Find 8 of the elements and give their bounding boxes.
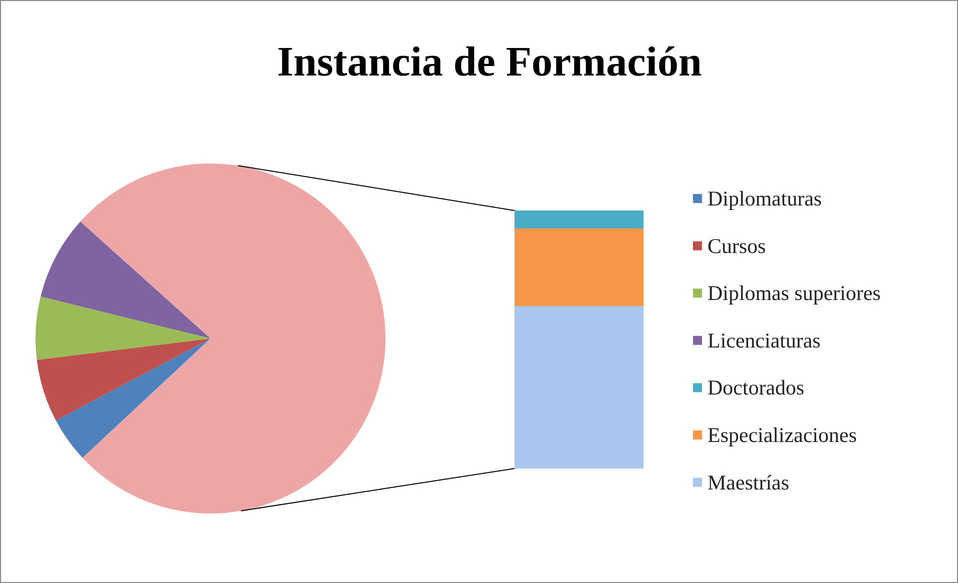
legend-label: Cursos [708,234,766,258]
legend-label: Licenciaturas [708,328,821,352]
legend-label: Doctorados [708,376,804,400]
legend-label: Diplomaturas [708,186,822,210]
legend-label: Diplomas superiores [708,281,881,306]
chart-title: Instancia de Formación [277,40,702,86]
legend-label: Maestrías [708,470,790,494]
legend-label: Especializaciones [708,423,857,447]
